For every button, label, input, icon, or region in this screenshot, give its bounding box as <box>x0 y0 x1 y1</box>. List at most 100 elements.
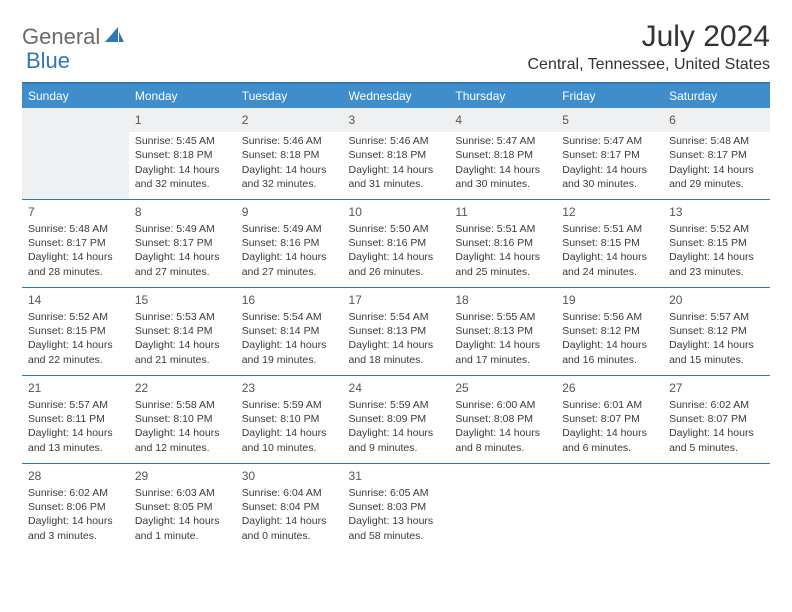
sunset-text: Sunset: 8:12 PM <box>562 324 657 338</box>
daylight-text: and 24 minutes. <box>562 265 657 279</box>
daylight-text: and 19 minutes. <box>242 353 337 367</box>
sunset-text: Sunset: 8:09 PM <box>349 412 444 426</box>
sunrise-text: Sunrise: 5:50 AM <box>349 222 444 236</box>
daylight-text: and 23 minutes. <box>669 265 764 279</box>
calendar-cell: 3Sunrise: 5:46 AMSunset: 8:18 PMDaylight… <box>343 108 450 199</box>
sunrise-text: Sunrise: 5:52 AM <box>669 222 764 236</box>
daylight-text: Daylight: 14 hours <box>242 514 337 528</box>
sunset-text: Sunset: 8:13 PM <box>349 324 444 338</box>
sunset-text: Sunset: 8:13 PM <box>455 324 550 338</box>
calendar-cell: 2Sunrise: 5:46 AMSunset: 8:18 PMDaylight… <box>236 108 343 199</box>
sunset-text: Sunset: 8:15 PM <box>562 236 657 250</box>
daylight-text: Daylight: 14 hours <box>28 338 123 352</box>
day-header: Saturday <box>663 83 770 108</box>
daylight-text: and 32 minutes. <box>135 177 230 191</box>
sunrise-text: Sunrise: 5:57 AM <box>28 398 123 412</box>
sunset-text: Sunset: 8:11 PM <box>28 412 123 426</box>
daylight-text: Daylight: 14 hours <box>135 514 230 528</box>
day-number: 16 <box>242 292 337 308</box>
sunrise-text: Sunrise: 5:54 AM <box>349 310 444 324</box>
daylight-text: and 30 minutes. <box>562 177 657 191</box>
day-number: 6 <box>669 112 764 128</box>
daylight-text: Daylight: 14 hours <box>349 338 444 352</box>
daylight-text: and 13 minutes. <box>28 441 123 455</box>
sunrise-text: Sunrise: 5:53 AM <box>135 310 230 324</box>
day-number: 27 <box>669 380 764 396</box>
sunset-text: Sunset: 8:03 PM <box>349 500 444 514</box>
daylight-text: Daylight: 14 hours <box>562 163 657 177</box>
sunrise-text: Sunrise: 5:54 AM <box>242 310 337 324</box>
calendar-cell <box>663 463 770 551</box>
calendar-week: 14Sunrise: 5:52 AMSunset: 8:15 PMDayligh… <box>22 287 770 375</box>
daylight-text: and 9 minutes. <box>349 441 444 455</box>
sunrise-text: Sunrise: 5:51 AM <box>562 222 657 236</box>
calendar-header-row: SundayMondayTuesdayWednesdayThursdayFrid… <box>22 83 770 108</box>
logo-blue-row: Blue <box>26 44 70 74</box>
sunrise-text: Sunrise: 5:57 AM <box>669 310 764 324</box>
sunrise-text: Sunrise: 6:01 AM <box>562 398 657 412</box>
daylight-text: and 16 minutes. <box>562 353 657 367</box>
calendar-body: 1Sunrise: 5:45 AMSunset: 8:18 PMDaylight… <box>22 108 770 551</box>
calendar-cell: 5 Sunrise: 5:47 AMSunset: 8:17 PMDaylight… <box>556 108 663 199</box>
daylight-text: and 21 minutes. <box>135 353 230 367</box>
day-number: 21 <box>28 380 123 396</box>
calendar-cell: 13Sunrise: 5:52 AMSunset: 8:15 PMDayligh… <box>663 199 770 287</box>
daylight-text: and 31 minutes. <box>349 177 444 191</box>
sunrise-text: Sunrise: 6:05 AM <box>349 486 444 500</box>
calendar-cell: 17Sunrise: 5:54 AMSunset: 8:13 PMDayligh… <box>343 287 450 375</box>
calendar-cell: 29Sunrise: 6:03 AMSunset: 8:05 PMDayligh… <box>129 463 236 551</box>
day-number: 13 <box>669 204 764 220</box>
calendar-cell: 20Sunrise: 5:57 AMSunset: 8:12 PMDayligh… <box>663 287 770 375</box>
day-number: 18 <box>455 292 550 308</box>
day-number: 29 <box>135 468 230 484</box>
sunrise-text: Sunrise: 6:02 AM <box>669 398 764 412</box>
sunset-text: Sunset: 8:16 PM <box>455 236 550 250</box>
sunset-text: Sunset: 8:15 PM <box>28 324 123 338</box>
daylight-text: Daylight: 14 hours <box>669 426 764 440</box>
daylight-text: Daylight: 14 hours <box>562 426 657 440</box>
sunset-text: Sunset: 8:07 PM <box>669 412 764 426</box>
sunset-text: Sunset: 8:16 PM <box>349 236 444 250</box>
daylight-text: Daylight: 14 hours <box>562 250 657 264</box>
calendar-cell: 26Sunrise: 6:01 AMSunset: 8:07 PMDayligh… <box>556 375 663 463</box>
daylight-text: and 27 minutes. <box>135 265 230 279</box>
calendar-cell <box>22 108 129 199</box>
day-number: 5 <box>562 112 657 128</box>
sunrise-text: Sunrise: 5:47 AM <box>562 134 657 148</box>
daylight-text: and 58 minutes. <box>349 529 444 543</box>
calendar-cell: 1Sunrise: 5:45 AMSunset: 8:18 PMDaylight… <box>129 108 236 199</box>
daylight-text: and 5 minutes. <box>669 441 764 455</box>
day-number: 12 <box>562 204 657 220</box>
daylight-text: Daylight: 13 hours <box>349 514 444 528</box>
day-number: 14 <box>28 292 123 308</box>
daylight-text: and 32 minutes. <box>242 177 337 191</box>
sunrise-text: Sunrise: 5:45 AM <box>135 134 230 148</box>
daylight-text: Daylight: 14 hours <box>455 426 550 440</box>
daylight-text: and 0 minutes. <box>242 529 337 543</box>
daylight-text: Daylight: 14 hours <box>135 250 230 264</box>
daylight-text: and 12 minutes. <box>135 441 230 455</box>
daylight-text: and 18 minutes. <box>349 353 444 367</box>
day-number: 4 <box>455 112 550 128</box>
day-number: 10 <box>349 204 444 220</box>
calendar-cell: 31Sunrise: 6:05 AMSunset: 8:03 PMDayligh… <box>343 463 450 551</box>
day-number: 19 <box>562 292 657 308</box>
sunset-text: Sunset: 8:17 PM <box>562 148 657 162</box>
day-number: 30 <box>242 468 337 484</box>
sunrise-text: Sunrise: 5:48 AM <box>28 222 123 236</box>
sunrise-text: Sunrise: 5:49 AM <box>242 222 337 236</box>
daylight-text: and 29 minutes. <box>669 177 764 191</box>
header: General July 2024 Central, Tennessee, Un… <box>22 20 770 74</box>
daylight-text: Daylight: 14 hours <box>349 163 444 177</box>
day-header: Sunday <box>22 83 129 108</box>
sunset-text: Sunset: 8:15 PM <box>669 236 764 250</box>
calendar-cell: 11Sunrise: 5:51 AMSunset: 8:16 PMDayligh… <box>449 199 556 287</box>
daylight-text: and 1 minute. <box>135 529 230 543</box>
daylight-text: Daylight: 14 hours <box>242 163 337 177</box>
sunset-text: Sunset: 8:10 PM <box>242 412 337 426</box>
sunrise-text: Sunrise: 5:59 AM <box>349 398 444 412</box>
day-number: 1 <box>135 112 230 128</box>
sunset-text: Sunset: 8:04 PM <box>242 500 337 514</box>
day-number: 15 <box>135 292 230 308</box>
sunset-text: Sunset: 8:06 PM <box>28 500 123 514</box>
